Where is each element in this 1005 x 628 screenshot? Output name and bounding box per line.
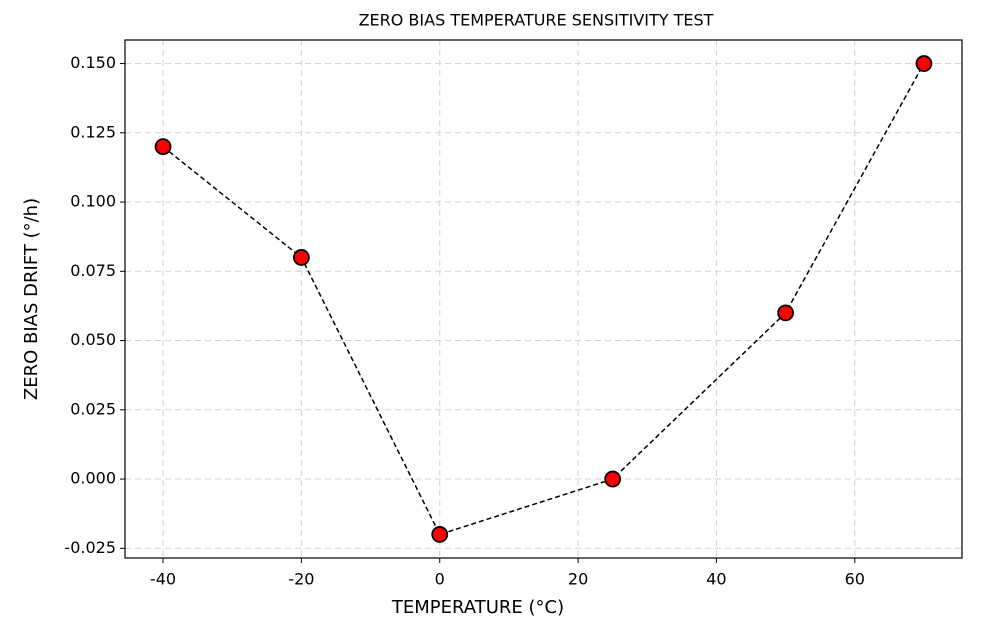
y-tick-label: 0.125	[70, 122, 116, 141]
x-tick-label: -20	[288, 570, 314, 589]
y-tick-label: 0.150	[70, 53, 116, 72]
y-tick-label: 0.075	[70, 261, 116, 280]
x-tick-label: -40	[150, 570, 176, 589]
x-tick-label: 20	[568, 570, 588, 589]
data-point	[292, 249, 310, 266]
chart-title: ZERO BIAS TEMPERATURE SENSITIVITY TEST	[359, 11, 714, 30]
x-tick-label: 60	[845, 570, 865, 589]
x-tick-label: 0	[435, 570, 445, 589]
x-tick-label: 40	[706, 570, 726, 589]
data-point	[431, 526, 449, 543]
plot-frame	[124, 39, 963, 559]
y-tick-label: 0.025	[70, 399, 116, 418]
y-tick-label: -0.025	[64, 538, 116, 557]
data-point	[154, 138, 172, 156]
y-tick-label: 0.100	[70, 192, 116, 211]
data-point	[915, 55, 933, 72]
data-point	[604, 470, 622, 488]
y-tick-label: 0.050	[70, 330, 116, 349]
data-line	[162, 63, 925, 536]
data-point	[777, 304, 795, 322]
x-axis-label: TEMPERATURE (°C)	[391, 597, 564, 618]
y-tick-label: 0.000	[70, 469, 116, 488]
y-axis-label: ZERO BIAS DRIFT (°/h)	[21, 198, 42, 400]
